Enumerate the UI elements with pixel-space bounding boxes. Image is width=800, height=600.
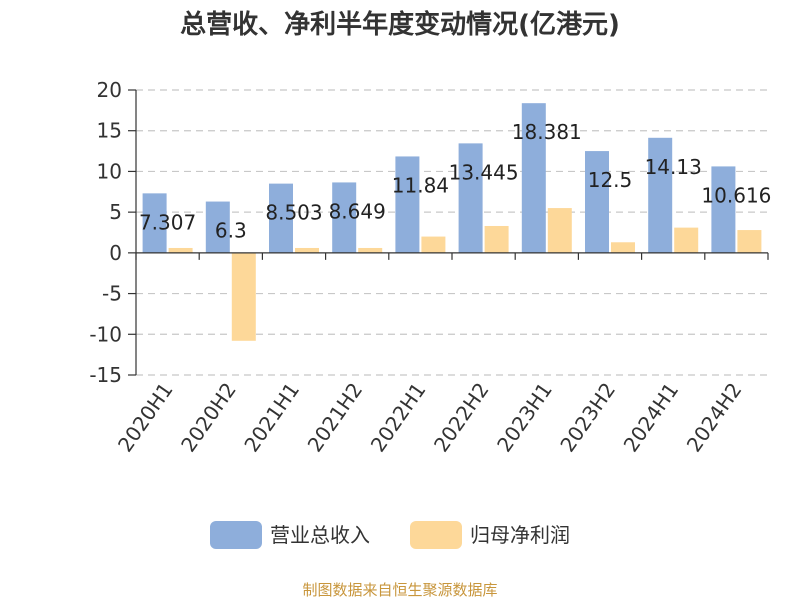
x-tick-label: 2022H2 xyxy=(429,378,494,456)
y-tick-label: 20 xyxy=(97,78,122,102)
bar-revenue xyxy=(521,103,546,253)
bars xyxy=(142,103,762,341)
bar-revenue xyxy=(395,156,420,253)
bar-net-profit xyxy=(674,227,699,253)
x-tick-label: 2021H1 xyxy=(239,378,304,456)
bar-revenue xyxy=(458,143,483,253)
y-tick-label: 15 xyxy=(97,119,122,143)
y-tick-label: -15 xyxy=(89,363,122,387)
x-tick-label: 2023H2 xyxy=(555,378,620,456)
data-label: 10.616 xyxy=(701,183,771,207)
bar-revenue xyxy=(269,183,293,253)
legend-label: 营业总收入 xyxy=(270,523,370,547)
y-tick-label: -10 xyxy=(89,322,122,346)
x-tick-label: 2022H1 xyxy=(366,378,431,456)
bar-revenue xyxy=(205,201,230,253)
x-tick-label: 2021H2 xyxy=(303,378,368,456)
bar-net-profit xyxy=(168,247,193,253)
bar-revenue xyxy=(648,137,673,253)
source-note: 制图数据来自恒生聚源数据库 xyxy=(302,581,497,599)
data-label: 14.13 xyxy=(645,155,702,179)
legend[interactable]: 营业总收入 归母净利润 xyxy=(210,521,570,549)
data-label: 12.5 xyxy=(588,168,633,192)
bar-net-profit xyxy=(611,242,635,253)
bar-net-profit xyxy=(421,236,446,253)
bar-net-profit xyxy=(547,208,572,253)
data-label: 6.3 xyxy=(215,219,247,243)
gridlines xyxy=(136,89,768,376)
bar-net-profit xyxy=(295,247,319,253)
data-label: 8.649 xyxy=(329,199,386,223)
legend-label: 归母净利润 xyxy=(470,523,570,547)
x-tick-label: 2020H2 xyxy=(176,378,241,456)
x-tick-label: 2024H1 xyxy=(619,378,684,456)
y-tick-label: 0 xyxy=(109,241,122,265)
data-label: 7.307 xyxy=(139,210,196,234)
x-axis: 2020H12020H22021H12021H22022H12022H22023… xyxy=(113,252,769,456)
x-tick-label: 2023H1 xyxy=(492,378,557,456)
x-tick-label: 2024H2 xyxy=(682,378,747,456)
data-label: 8.503 xyxy=(265,201,322,225)
bar-revenue xyxy=(142,193,167,253)
legend-swatch xyxy=(210,521,262,549)
bar-revenue xyxy=(585,151,609,253)
legend-swatch xyxy=(410,521,462,549)
bar-net-profit xyxy=(231,252,256,341)
bar-net-profit xyxy=(484,225,509,253)
x-tick-label: 2020H1 xyxy=(113,378,178,456)
y-axis: -15 -10 -5 0 5 10 15 20 xyxy=(89,78,137,387)
bar-revenue xyxy=(711,166,736,253)
bar-revenue xyxy=(332,182,357,253)
data-label: 13.445 xyxy=(449,160,519,184)
bar-net-profit xyxy=(737,230,762,253)
y-tick-label: -5 xyxy=(102,282,122,306)
y-tick-label: 5 xyxy=(109,200,122,224)
data-label: 11.84 xyxy=(392,173,449,197)
chart-title: 总营收、净利半年度变动情况(亿港元) xyxy=(180,9,620,40)
y-tick-label: 10 xyxy=(97,159,122,183)
bar-net-profit xyxy=(358,247,383,253)
data-label: 18.381 xyxy=(512,120,582,144)
